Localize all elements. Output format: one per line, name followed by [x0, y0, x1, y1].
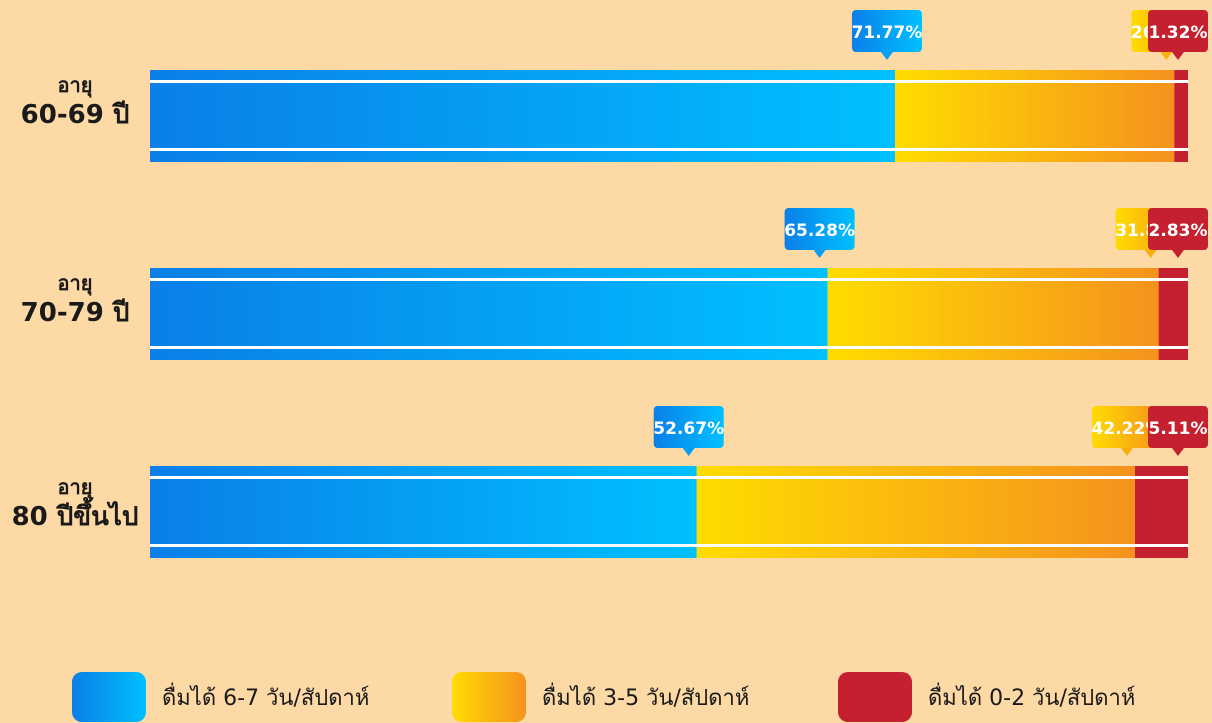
bar-segment-row2-series2	[827, 268, 1159, 360]
data-label: 5.11%	[1149, 419, 1208, 439]
callout-box	[851, 10, 922, 52]
legend-swatch-blue	[72, 672, 146, 722]
callout-pointer	[813, 250, 826, 258]
bar-segment-row2-series1	[150, 268, 828, 360]
bar-segment-row3-series2	[696, 466, 1135, 558]
legend-swatch-red	[838, 672, 912, 722]
data-label: 71.77%	[852, 23, 923, 43]
callout-pointer	[1172, 250, 1184, 258]
legend-swatch-orange	[452, 672, 526, 722]
category-label-60-69: อายุ 60-69 ปี	[8, 72, 142, 132]
bar-stripe	[150, 80, 1188, 83]
callout-box	[784, 208, 855, 250]
data-label: 42.22%	[1092, 419, 1163, 439]
callout-pointer	[880, 52, 893, 60]
value-callout-row1-series3: 1.32%	[1148, 10, 1208, 60]
callout-pointer	[1120, 448, 1133, 456]
callout-box	[1148, 10, 1208, 52]
category-label-70-79: อายุ 70-79 ปี	[8, 270, 142, 330]
legend-item-3-5-days: ดื่มได้ 3-5 วัน/สัปดาห์	[452, 672, 749, 722]
callout-box	[653, 406, 724, 448]
legend-label: ดื่มได้ 0-2 วัน/สัปดาห์	[928, 685, 1136, 711]
bar-stripe	[150, 278, 1188, 281]
bar-stripe	[150, 148, 1188, 151]
value-callout-row2-series1: 65.28%	[784, 208, 855, 258]
bar-segment-row3-series3	[1134, 466, 1188, 558]
value-callout-row2-series3: 2.83%	[1148, 208, 1208, 258]
category-label-line1: อายุ	[57, 73, 93, 97]
bar-segment-row1-series1	[150, 70, 895, 162]
data-label: 65.28%	[784, 221, 855, 241]
bar-segment-row1-series2	[894, 70, 1175, 162]
callout-box	[1091, 406, 1162, 448]
bar-stripe	[150, 544, 1188, 547]
category-label-80-plus: อายุ 80 ปีขึ้นไป	[8, 474, 142, 534]
category-label-line2: 60-69 ปี	[20, 100, 130, 130]
callout-pointer	[1172, 448, 1184, 456]
category-label-line1: อายุ	[57, 271, 93, 295]
bar-stripe	[150, 476, 1188, 479]
category-label-line1: อายุ	[57, 475, 93, 499]
value-callout-row3-series1: 52.67%	[653, 406, 724, 456]
callout-box	[1148, 208, 1208, 250]
callout-pointer	[1144, 250, 1157, 258]
value-callout-row3-series3: 5.11%	[1148, 406, 1208, 456]
bar-segment-row3-series1	[150, 466, 697, 558]
category-label-line2: 70-79 ปี	[20, 298, 130, 328]
legend-label: ดื่มได้ 3-5 วัน/สัปดาห์	[542, 685, 750, 711]
callout-pointer	[682, 448, 695, 456]
data-label: 1.32%	[1149, 23, 1208, 43]
legend-label: ดื่มได้ 6-7 วัน/สัปดาห์	[162, 685, 370, 711]
legend-item-0-2-days: ดื่มได้ 0-2 วัน/สัปดาห์	[838, 672, 1135, 722]
callout-pointer	[1160, 52, 1173, 60]
data-label: 52.67%	[653, 419, 724, 439]
legend-item-6-7-days: ดื่มได้ 6-7 วัน/สัปดาห์	[72, 672, 369, 722]
bar-segment-row1-series3	[1174, 70, 1188, 162]
callout-box	[1148, 406, 1208, 448]
value-callout-row1-series1: 71.77%	[851, 10, 923, 60]
bar-segment-row2-series3	[1158, 268, 1188, 360]
bar-stripe	[150, 346, 1188, 349]
callout-pointer	[1172, 52, 1184, 60]
data-label: 2.83%	[1149, 221, 1208, 241]
value-callout-row3-series2: 42.22%	[1091, 406, 1163, 456]
category-label-line2: 80 ปีขึ้นไป	[11, 502, 139, 532]
